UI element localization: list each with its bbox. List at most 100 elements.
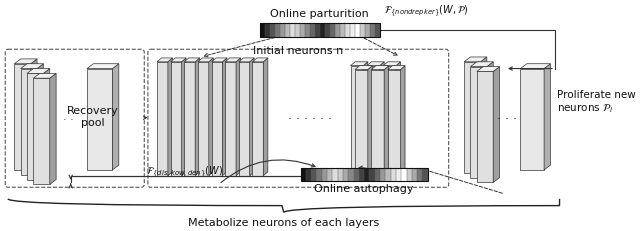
Bar <box>327 168 332 182</box>
Bar <box>422 168 428 182</box>
Bar <box>401 168 406 182</box>
Bar <box>388 70 401 178</box>
Polygon shape <box>182 58 186 176</box>
Bar <box>348 168 353 182</box>
Bar <box>294 23 300 37</box>
Polygon shape <box>50 73 56 184</box>
Polygon shape <box>250 58 254 176</box>
Bar <box>385 168 390 182</box>
Polygon shape <box>223 58 227 176</box>
Bar <box>27 73 44 179</box>
Text: Recovery
pool: Recovery pool <box>67 106 118 128</box>
Polygon shape <box>351 62 368 66</box>
Bar <box>406 168 412 182</box>
Bar <box>319 23 324 37</box>
Polygon shape <box>364 62 368 174</box>
Bar <box>301 168 306 182</box>
Polygon shape <box>239 58 254 62</box>
Bar <box>330 23 335 37</box>
Bar <box>335 23 340 37</box>
Bar <box>470 67 487 178</box>
Polygon shape <box>225 58 241 62</box>
Bar <box>87 69 113 170</box>
Polygon shape <box>380 62 384 174</box>
Bar <box>301 168 428 182</box>
Bar <box>285 23 290 37</box>
Bar <box>322 168 327 182</box>
Bar <box>225 62 236 176</box>
Polygon shape <box>544 64 550 170</box>
Polygon shape <box>31 59 37 170</box>
Bar <box>370 23 374 37</box>
Bar <box>14 64 31 170</box>
Bar <box>305 23 310 37</box>
Polygon shape <box>368 66 372 178</box>
Bar <box>157 62 168 176</box>
Bar <box>367 66 380 174</box>
Polygon shape <box>20 64 44 69</box>
Polygon shape <box>44 69 50 179</box>
Bar <box>184 62 195 176</box>
Bar <box>383 66 396 174</box>
Polygon shape <box>520 64 550 69</box>
Bar <box>290 23 294 37</box>
Polygon shape <box>27 69 50 73</box>
Bar <box>365 23 370 37</box>
Bar <box>324 23 330 37</box>
Polygon shape <box>493 67 500 182</box>
Bar <box>315 23 319 37</box>
Bar <box>260 23 380 37</box>
Bar <box>343 168 348 182</box>
Text: · ·: · · <box>63 115 74 125</box>
Bar <box>211 62 223 176</box>
Bar <box>260 23 265 37</box>
Polygon shape <box>470 62 493 67</box>
Text: Online parturition: Online parturition <box>270 9 369 19</box>
Bar <box>390 168 396 182</box>
Bar <box>306 168 311 182</box>
Polygon shape <box>487 62 493 178</box>
Polygon shape <box>388 66 405 70</box>
Text: Online autophagy: Online autophagy <box>314 184 414 194</box>
Text: $\mathcal{F}_{\{nondrepker\}}(W, \mathcal{P})$: $\mathcal{F}_{\{nondrepker\}}(W, \mathca… <box>384 3 469 19</box>
Bar <box>20 69 37 175</box>
Bar <box>355 23 360 37</box>
Bar <box>374 23 380 37</box>
Bar <box>311 168 316 182</box>
Text: Initial neurons n: Initial neurons n <box>253 46 343 56</box>
Bar <box>360 23 365 37</box>
Bar <box>332 168 338 182</box>
Polygon shape <box>157 58 172 62</box>
Bar <box>280 23 285 37</box>
Polygon shape <box>263 58 268 176</box>
Bar <box>412 168 417 182</box>
Bar <box>300 23 305 37</box>
Bar <box>33 78 50 184</box>
Bar <box>369 168 375 182</box>
Bar <box>375 168 380 182</box>
Bar <box>477 71 493 182</box>
Bar <box>198 62 209 176</box>
Bar <box>171 62 182 176</box>
Bar <box>344 23 349 37</box>
Bar <box>520 69 544 170</box>
Bar <box>355 70 368 178</box>
Polygon shape <box>171 58 186 62</box>
Bar <box>310 23 315 37</box>
Polygon shape <box>384 66 388 178</box>
Text: Proliferate new
neurons $\mathcal{P}_i$: Proliferate new neurons $\mathcal{P}_i$ <box>557 90 636 115</box>
Polygon shape <box>464 57 487 62</box>
Polygon shape <box>37 64 44 175</box>
Polygon shape <box>236 58 241 176</box>
Polygon shape <box>14 59 37 64</box>
Polygon shape <box>209 58 213 176</box>
Bar <box>417 168 422 182</box>
Text: $\mathcal{F}_{\{dis,kow,den\}}(W)$: $\mathcal{F}_{\{dis,kow,den\}}(W)$ <box>146 164 223 180</box>
Polygon shape <box>383 62 401 66</box>
Bar <box>364 168 369 182</box>
Bar <box>252 62 263 176</box>
Polygon shape <box>355 66 372 70</box>
Polygon shape <box>195 58 200 176</box>
Bar <box>359 168 364 182</box>
Polygon shape <box>198 58 213 62</box>
